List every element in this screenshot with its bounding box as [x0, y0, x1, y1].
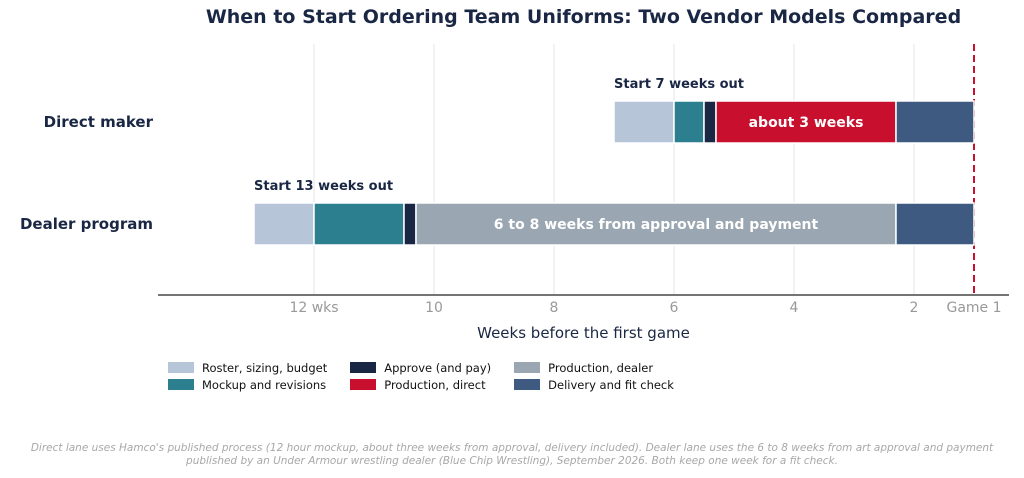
- legend-swatch: [168, 379, 194, 390]
- footnote-line-2: published by an Under Armour wrestling d…: [186, 455, 838, 467]
- x-tick-label: 6: [670, 300, 679, 316]
- segment-label: 6 to 8 weeks from approval and payment: [494, 217, 819, 233]
- legend-item-delivery: Delivery and fit check: [514, 376, 674, 393]
- footnote-line-1: Direct lane uses Hamco's published proce…: [30, 442, 994, 454]
- legend-label: Mockup and revisions: [202, 377, 327, 392]
- bar-segment-delivery: [895, 202, 975, 246]
- start-annotation: Start 7 weeks out: [614, 77, 744, 92]
- x-tick-label: Game 1: [946, 300, 1001, 316]
- x-tick-label: 8: [550, 300, 559, 316]
- legend-item-prod_direct: Production, direct: [350, 376, 491, 393]
- bar-segment-approve: [403, 202, 417, 246]
- legend-swatch: [350, 362, 377, 373]
- legend-swatch: [514, 362, 541, 373]
- legend-swatch: [514, 379, 541, 390]
- x-axis-label: Weeks before the first game: [477, 324, 690, 342]
- grid-lines: [313, 44, 975, 295]
- bar-segment-delivery: [895, 100, 975, 144]
- legend-swatch: [168, 362, 194, 373]
- lane-label: Direct maker: [44, 113, 154, 131]
- legend-item-approve: Approve (and pay): [350, 359, 491, 376]
- legend-item-mockup: Mockup and revisions: [168, 376, 327, 393]
- bar-segment-roster: [613, 100, 675, 144]
- x-tick-label: 12 wks: [289, 300, 338, 316]
- x-tick-label: 4: [790, 300, 799, 316]
- legend-label: Approve (and pay): [384, 360, 492, 375]
- bar-segment-prod_direct: [715, 100, 897, 144]
- segment-label: about 3 weeks: [749, 115, 864, 131]
- annotations: Direct maker about 3 weeks Start 7 weeks o…: [20, 77, 863, 233]
- legend-swatch: [350, 379, 377, 390]
- bar-segment-mockup: [313, 202, 405, 246]
- x-axis: 12 wks 10 8 6 4 2 Game 1 Weeks before the first…: [158, 294, 1009, 342]
- legend-label: Production, direct: [384, 377, 486, 392]
- x-tick-label: 2: [910, 300, 919, 316]
- x-tick-label: 10: [425, 300, 443, 316]
- legend: Roster, sizing, budget Mockup and revisio…: [168, 359, 674, 393]
- bar-segment-mockup: [673, 100, 705, 144]
- footnote: Direct lane uses Hamco's published proce…: [0, 442, 1024, 468]
- lane-label: Dealer program: [20, 215, 153, 233]
- legend-item-roster: Roster, sizing, budget: [168, 359, 327, 376]
- chart-title: When to Start Ordering Team Uniforms: Tw…: [205, 6, 962, 28]
- bar-segment-roster: [253, 202, 315, 246]
- start-annotation: Start 13 weeks out: [254, 179, 393, 194]
- legend-label: Delivery and fit check: [548, 377, 674, 392]
- legend-item-prod_dealer: Production, dealer: [514, 359, 674, 376]
- legend-label: Roster, sizing, budget: [202, 360, 328, 375]
- lane-bars: [253, 100, 975, 246]
- bar-segment-approve: [703, 100, 717, 144]
- legend-label: Production, dealer: [548, 360, 654, 375]
- bar-segment-prod_dealer: [415, 202, 897, 246]
